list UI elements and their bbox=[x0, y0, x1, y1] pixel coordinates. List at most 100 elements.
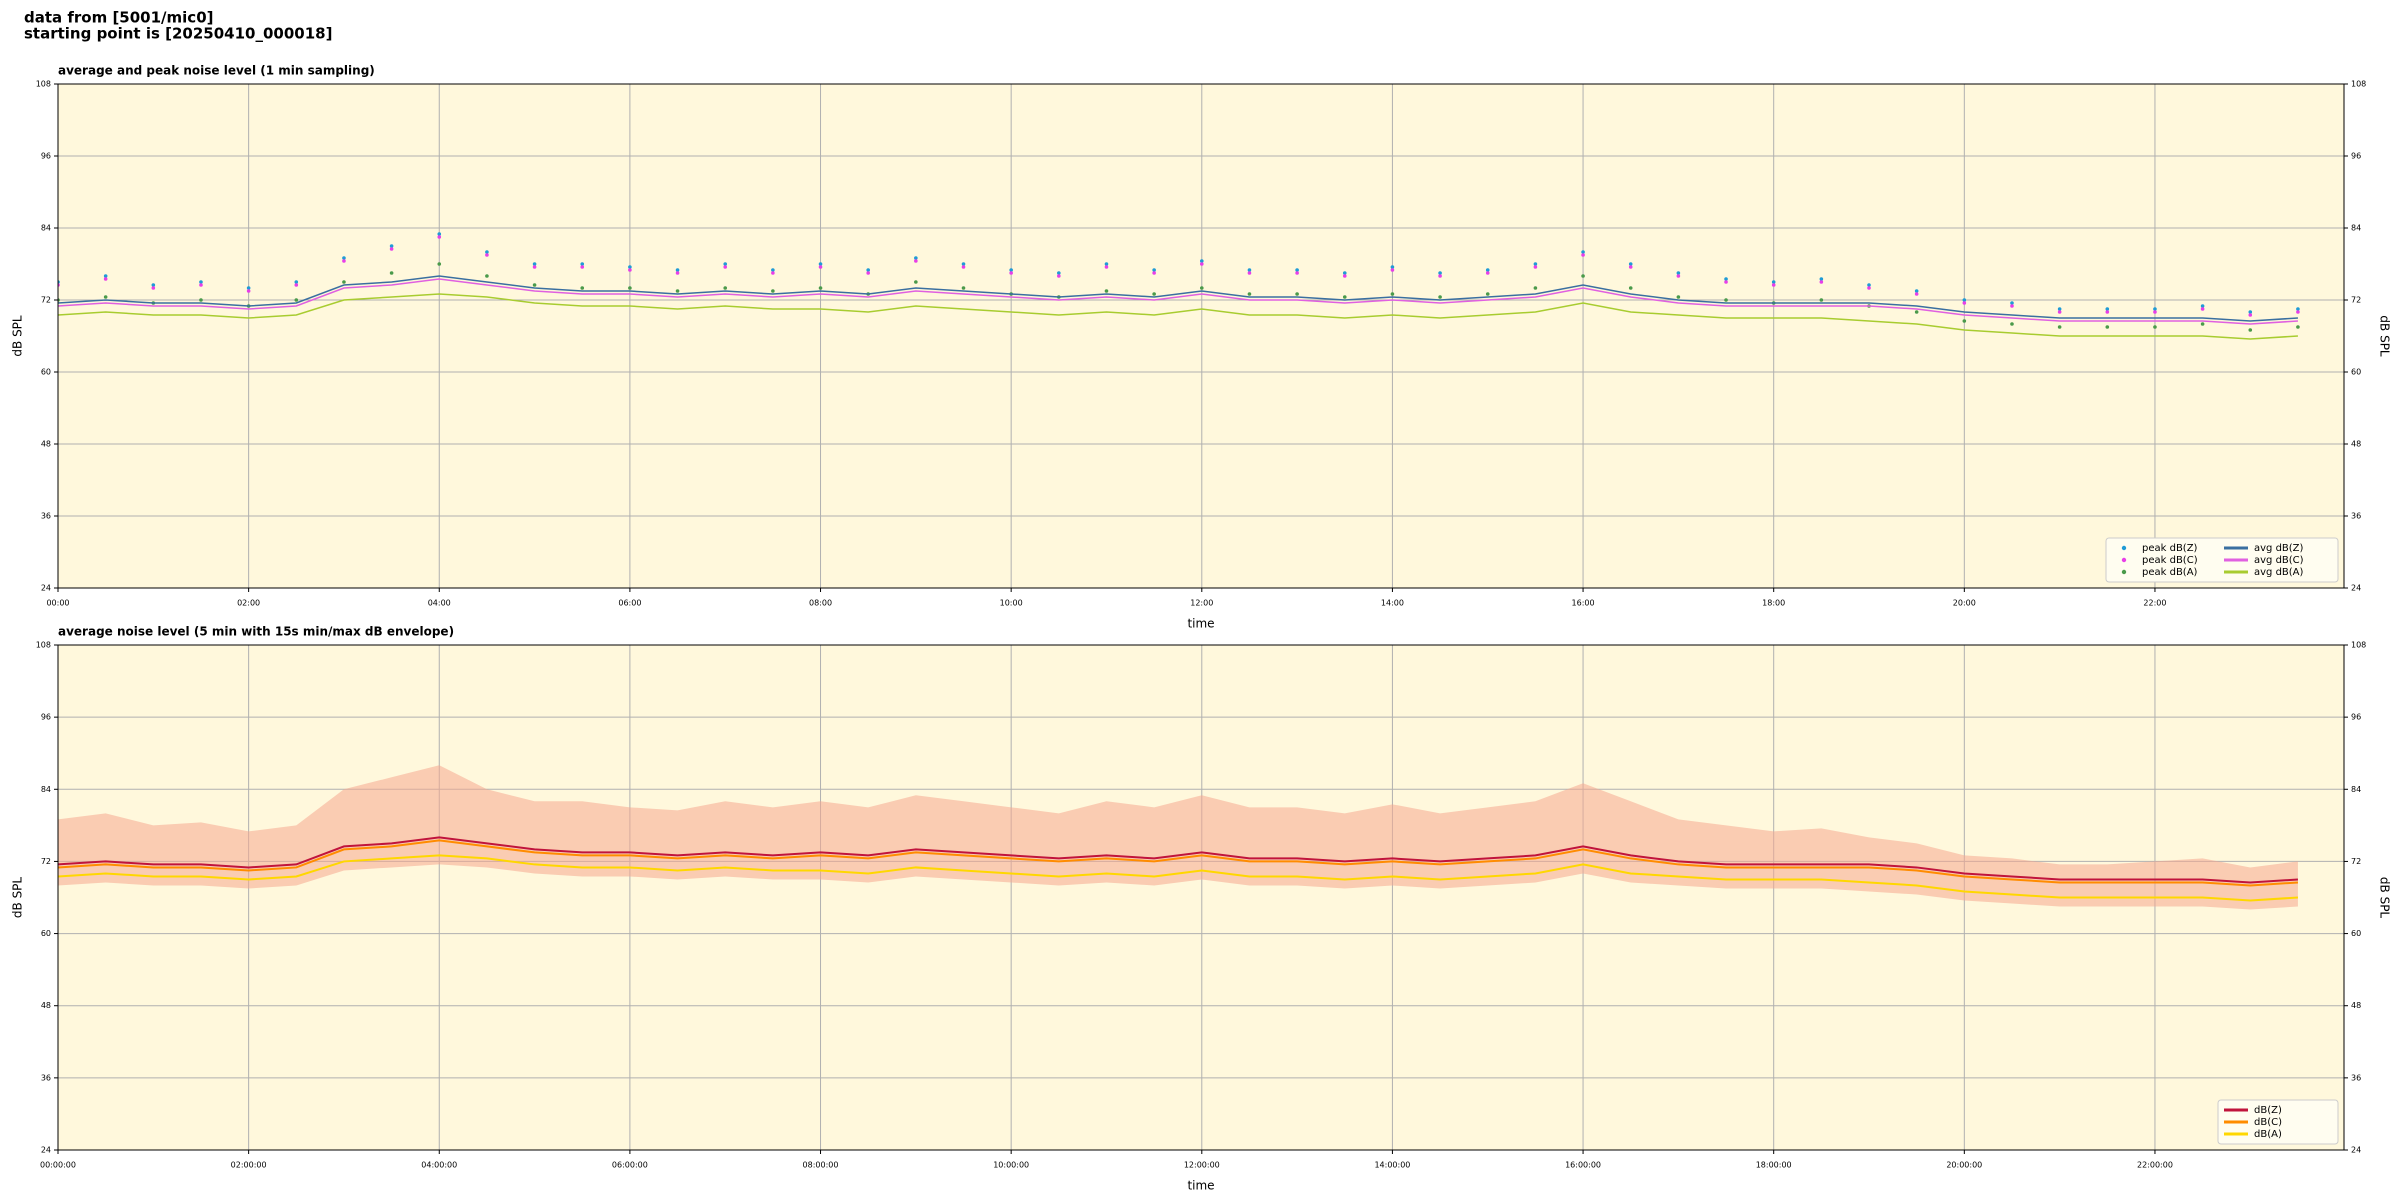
x-tick-label: 04:00:00 bbox=[421, 1161, 457, 1170]
peak-point bbox=[1485, 271, 1490, 275]
y-tick-label: 60 bbox=[41, 929, 51, 938]
peak-point bbox=[628, 268, 632, 272]
y2-tick-label: 84 bbox=[2351, 785, 2361, 794]
x-tick-label: 08:00:00 bbox=[803, 1161, 839, 1170]
y2-tick-label: 96 bbox=[2351, 152, 2361, 161]
peak-point bbox=[2105, 310, 2110, 314]
peak-point bbox=[199, 283, 203, 287]
y2-tick-label: 72 bbox=[2351, 296, 2361, 305]
x-tick-label: 10:00:00 bbox=[993, 1161, 1029, 1170]
y2-tick-label: 48 bbox=[2351, 440, 2361, 449]
peak-point bbox=[199, 280, 203, 284]
peak-point bbox=[2248, 310, 2253, 314]
legend-marker bbox=[2121, 557, 2127, 563]
peak-point bbox=[1295, 268, 1299, 272]
peak-point bbox=[1581, 250, 1585, 254]
peak-point bbox=[1247, 268, 1252, 272]
y-tick-label: 48 bbox=[41, 440, 51, 449]
x-tick-label: 00:00:00 bbox=[40, 1161, 76, 1170]
peak-point bbox=[2057, 307, 2062, 311]
peak-point bbox=[2153, 310, 2157, 314]
x-axis-label: time bbox=[1187, 1179, 1214, 1193]
peak-point bbox=[1104, 289, 1109, 293]
y-tick-label: 60 bbox=[41, 368, 51, 377]
peak-point bbox=[1390, 268, 1395, 272]
legend-label: avg dB(A) bbox=[2254, 567, 2304, 578]
peak-point bbox=[1295, 292, 1299, 296]
x-tick-label: 02:00:00 bbox=[231, 1161, 267, 1170]
x-tick-label: 02:00 bbox=[237, 599, 260, 608]
peak-point bbox=[294, 298, 299, 302]
x-tick-label: 06:00:00 bbox=[612, 1161, 648, 1170]
peak-point bbox=[771, 271, 775, 275]
y-tick-label: 36 bbox=[41, 512, 51, 521]
peak-point bbox=[1819, 280, 1824, 284]
y-tick-label: 72 bbox=[41, 857, 51, 866]
peak-point bbox=[1628, 265, 1633, 269]
x-tick-label: 20:00:00 bbox=[1946, 1161, 1982, 1170]
peak-point bbox=[628, 286, 632, 290]
peak-point bbox=[1199, 259, 1204, 263]
plot-layer bbox=[58, 232, 2300, 340]
peak-point bbox=[532, 265, 537, 269]
peak-point bbox=[485, 253, 489, 257]
peak-point bbox=[1819, 277, 1824, 281]
series-line bbox=[58, 854, 2298, 902]
plot-area bbox=[58, 84, 2344, 588]
peak-point bbox=[914, 256, 918, 260]
peak-point bbox=[1009, 268, 1013, 272]
legend-label: dB(Z) bbox=[2254, 1105, 2282, 1116]
peak-point bbox=[389, 244, 394, 248]
legend-label: peak dB(A) bbox=[2142, 567, 2198, 578]
chart-title: average noise level (5 min with 15s min/… bbox=[58, 625, 454, 639]
peak-point bbox=[1485, 292, 1490, 296]
peak-point bbox=[1199, 286, 1204, 290]
peak-point bbox=[1771, 280, 1776, 284]
peak-point bbox=[818, 262, 823, 266]
peak-point bbox=[1104, 265, 1109, 269]
peak-point bbox=[771, 268, 775, 272]
peak-point bbox=[1676, 274, 1681, 278]
legend-label: avg dB(Z) bbox=[2254, 543, 2304, 554]
peak-point bbox=[1533, 262, 1538, 266]
peak-point bbox=[1390, 292, 1395, 296]
peak-point bbox=[2296, 325, 2300, 329]
peak-point bbox=[1152, 268, 1156, 272]
peak-point bbox=[1867, 286, 1871, 290]
peak-point bbox=[2010, 322, 2014, 326]
y2-tick-label: 36 bbox=[2351, 512, 2361, 521]
peak-point bbox=[2200, 304, 2205, 308]
y2-tick-label: 36 bbox=[2351, 1073, 2361, 1082]
peak-point bbox=[1295, 271, 1299, 275]
legend-label: avg dB(C) bbox=[2254, 555, 2304, 566]
series-line bbox=[58, 836, 2298, 884]
x-tick-label: 12:00:00 bbox=[1184, 1161, 1220, 1170]
peak-point bbox=[103, 277, 108, 281]
y-axis-label: dB SPL bbox=[11, 877, 25, 919]
peak-point bbox=[1581, 253, 1585, 257]
y2-tick-label: 108 bbox=[2351, 80, 2366, 89]
peak-point bbox=[723, 286, 728, 290]
peak-point bbox=[1628, 262, 1633, 266]
peak-point bbox=[1104, 262, 1109, 266]
peak-point bbox=[1009, 271, 1013, 275]
peak-point bbox=[2296, 310, 2300, 314]
peak-point bbox=[961, 265, 966, 269]
y-tick-label: 48 bbox=[41, 1001, 51, 1010]
peak-point bbox=[2153, 325, 2157, 329]
peak-point bbox=[1867, 283, 1871, 287]
peak-point bbox=[1962, 319, 1967, 323]
legend-box bbox=[2105, 537, 2339, 583]
peak-point bbox=[961, 286, 966, 290]
legend-marker bbox=[2121, 545, 2127, 551]
peak-point bbox=[246, 289, 251, 293]
y2-axis-label: dB SPL bbox=[2378, 315, 2392, 357]
peak-point bbox=[1962, 298, 1967, 302]
x-tick-label: 06:00 bbox=[618, 599, 641, 608]
peak-point bbox=[103, 295, 108, 299]
peak-point bbox=[246, 286, 251, 290]
peak-point bbox=[2200, 322, 2205, 326]
series-line bbox=[58, 275, 2298, 322]
peak-point bbox=[1676, 271, 1681, 275]
plot-layer bbox=[58, 765, 2298, 910]
